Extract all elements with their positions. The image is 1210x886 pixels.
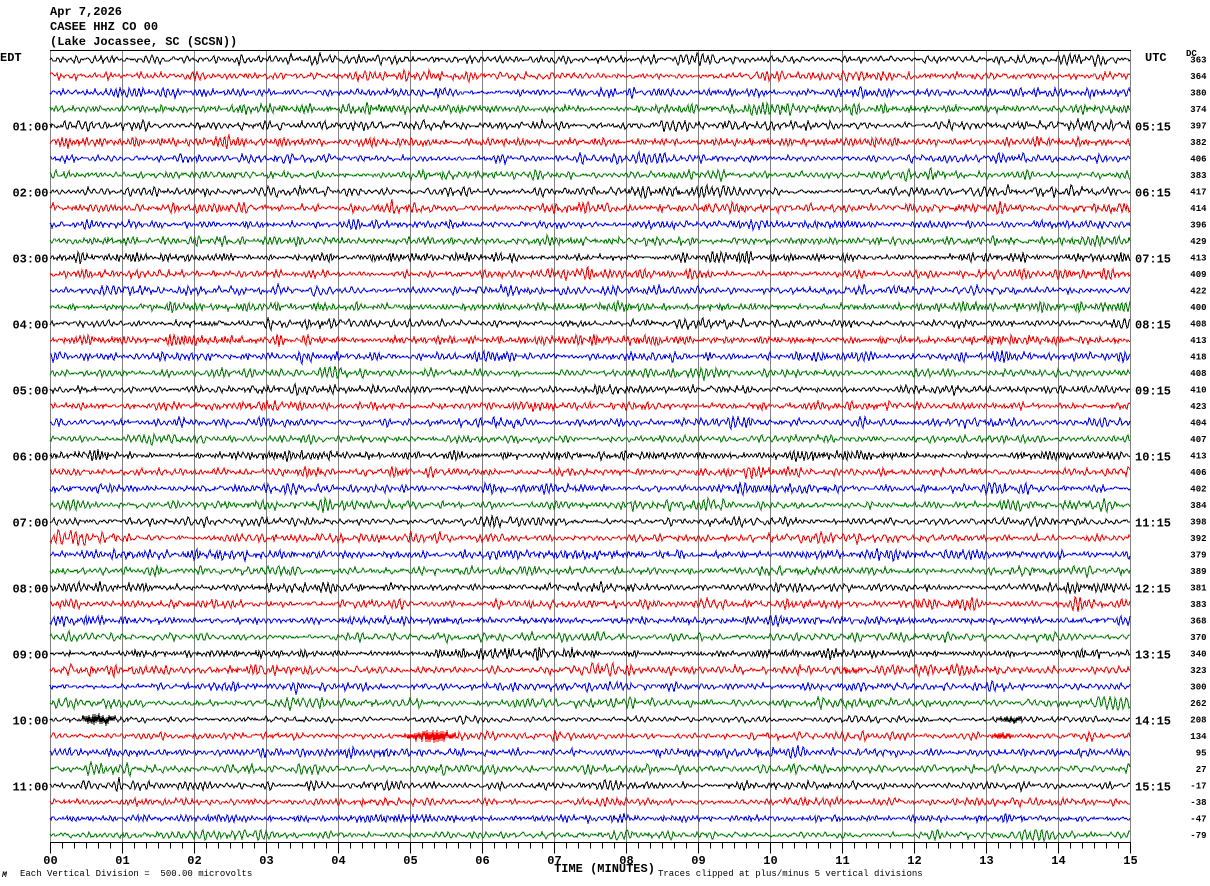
svg-text:417: 417 — [1190, 188, 1206, 198]
svg-text:EDT: EDT — [0, 51, 22, 65]
svg-text:08: 08 — [619, 854, 633, 868]
svg-text:408: 408 — [1190, 369, 1206, 379]
svg-text:406: 406 — [1190, 155, 1206, 165]
svg-text:09:00: 09:00 — [12, 649, 48, 663]
svg-text:381: 381 — [1190, 584, 1207, 594]
svg-text:05: 05 — [403, 854, 417, 868]
svg-text:383: 383 — [1190, 600, 1206, 610]
svg-text:389: 389 — [1190, 567, 1206, 577]
svg-text:429: 429 — [1190, 237, 1206, 247]
svg-text:11:15: 11:15 — [1135, 517, 1171, 531]
svg-text:413: 413 — [1190, 254, 1206, 264]
svg-text:402: 402 — [1190, 485, 1206, 495]
svg-text:Each Vertical Division = 500.: Each Vertical Division = 500.00 microvol… — [20, 869, 252, 879]
svg-text:363: 363 — [1190, 56, 1206, 66]
svg-text:10:15: 10:15 — [1135, 451, 1171, 465]
svg-text:02: 02 — [187, 854, 201, 868]
svg-text:13: 13 — [979, 854, 993, 868]
svg-text:379: 379 — [1190, 551, 1206, 561]
svg-text:10: 10 — [763, 854, 777, 868]
svg-text:383: 383 — [1190, 171, 1206, 181]
svg-text:408: 408 — [1190, 320, 1206, 330]
svg-text:05:15: 05:15 — [1135, 121, 1171, 135]
svg-text:DC: DC — [1186, 49, 1197, 59]
svg-text:04:00: 04:00 — [12, 319, 48, 333]
svg-text:396: 396 — [1190, 221, 1206, 231]
svg-text:-79: -79 — [1190, 831, 1206, 841]
svg-text:364: 364 — [1190, 72, 1207, 82]
svg-text:09:15: 09:15 — [1135, 385, 1171, 399]
svg-text:340: 340 — [1190, 650, 1206, 660]
svg-text:05:00: 05:00 — [12, 385, 48, 399]
svg-text:07:15: 07:15 — [1135, 253, 1171, 267]
svg-text:414: 414 — [1190, 204, 1207, 214]
svg-text:-17: -17 — [1190, 782, 1206, 792]
svg-text:423: 423 — [1190, 402, 1206, 412]
svg-text:392: 392 — [1190, 534, 1206, 544]
svg-text:382: 382 — [1190, 138, 1206, 148]
svg-text:Apr 7,2026: Apr 7,2026 — [50, 5, 122, 19]
svg-text:-38: -38 — [1190, 798, 1206, 808]
svg-text:08:00: 08:00 — [12, 583, 48, 597]
svg-text:400: 400 — [1190, 303, 1206, 313]
svg-text:11: 11 — [835, 854, 849, 868]
svg-text:413: 413 — [1190, 336, 1206, 346]
svg-text:134: 134 — [1190, 732, 1207, 742]
svg-text:00: 00 — [43, 854, 57, 868]
svg-text:13:15: 13:15 — [1135, 649, 1171, 663]
svg-text:10:00: 10:00 — [12, 715, 48, 729]
svg-text:27: 27 — [1196, 765, 1207, 775]
svg-text:M: M — [1, 871, 8, 880]
svg-text:406: 406 — [1190, 468, 1206, 478]
svg-text:01:00: 01:00 — [12, 121, 48, 135]
svg-text:-47: -47 — [1190, 815, 1206, 825]
svg-text:TIME (MINUTES): TIME (MINUTES) — [554, 862, 655, 876]
svg-text:398: 398 — [1190, 518, 1206, 528]
svg-text:02:00: 02:00 — [12, 187, 48, 201]
svg-text:300: 300 — [1190, 683, 1206, 693]
svg-text:95: 95 — [1196, 749, 1207, 759]
svg-text:422: 422 — [1190, 287, 1206, 297]
svg-text:01: 01 — [115, 854, 129, 868]
svg-text:UTC: UTC — [1145, 51, 1167, 65]
svg-text:04: 04 — [331, 854, 345, 868]
svg-text:Traces clipped at plus/minus 5: Traces clipped at plus/minus 5 vertical … — [658, 869, 923, 879]
svg-text:262: 262 — [1190, 699, 1206, 709]
svg-text:03:00: 03:00 — [12, 253, 48, 267]
svg-text:09: 09 — [691, 854, 705, 868]
svg-text:12:15: 12:15 — [1135, 583, 1171, 597]
svg-text:397: 397 — [1190, 122, 1206, 132]
svg-text:07:00: 07:00 — [12, 517, 48, 531]
svg-text:03: 03 — [259, 854, 273, 868]
svg-text:06: 06 — [475, 854, 489, 868]
svg-text:413: 413 — [1190, 452, 1206, 462]
svg-text:380: 380 — [1190, 89, 1206, 99]
svg-text:CASEE HHZ CO 00: CASEE HHZ CO 00 — [50, 20, 158, 34]
svg-text:407: 407 — [1190, 435, 1206, 445]
svg-text:06:00: 06:00 — [12, 451, 48, 465]
svg-text:384: 384 — [1190, 501, 1207, 511]
svg-text:15: 15 — [1123, 854, 1137, 868]
svg-text:14: 14 — [1051, 854, 1065, 868]
svg-text:08:15: 08:15 — [1135, 319, 1171, 333]
svg-text:410: 410 — [1190, 386, 1206, 396]
svg-text:208: 208 — [1190, 716, 1206, 726]
svg-text:370: 370 — [1190, 633, 1206, 643]
svg-text:12: 12 — [907, 854, 921, 868]
svg-text:07: 07 — [547, 854, 561, 868]
svg-text:(Lake Jocassee, SC (SCSN)): (Lake Jocassee, SC (SCSN)) — [50, 35, 237, 49]
svg-text:418: 418 — [1190, 353, 1206, 363]
svg-text:409: 409 — [1190, 270, 1206, 280]
svg-text:11:00: 11:00 — [12, 781, 48, 795]
svg-text:323: 323 — [1190, 666, 1206, 676]
svg-text:14:15: 14:15 — [1135, 715, 1171, 729]
svg-text:404: 404 — [1190, 419, 1207, 429]
svg-text:06:15: 06:15 — [1135, 187, 1171, 201]
svg-text:15:15: 15:15 — [1135, 781, 1171, 795]
svg-text:374: 374 — [1190, 105, 1207, 115]
svg-text:368: 368 — [1190, 617, 1206, 627]
